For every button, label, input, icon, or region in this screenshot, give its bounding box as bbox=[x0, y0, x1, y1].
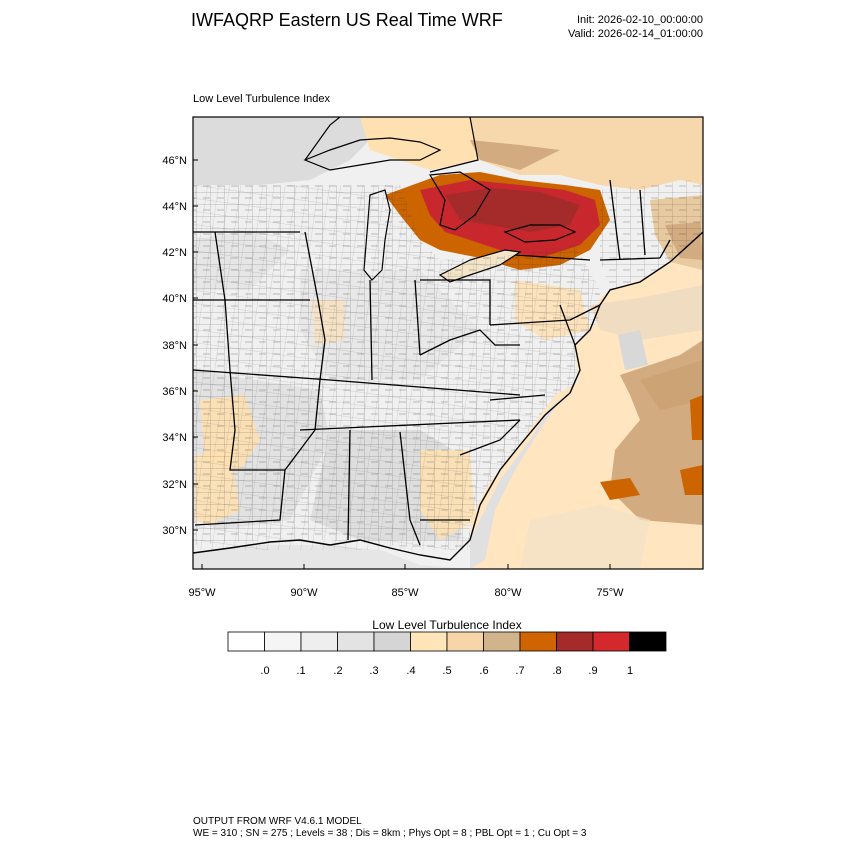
colorbar-label: .2 bbox=[333, 665, 342, 677]
colorbar-label: .0 bbox=[260, 665, 269, 677]
lat-label: 44°N bbox=[162, 201, 187, 213]
colorbar-box bbox=[373, 631, 411, 652]
footer-line-1: OUTPUT FROM WRF V4.6.1 MODEL bbox=[193, 816, 362, 827]
nearshore-gray bbox=[470, 382, 575, 569]
colorbar-label: .3 bbox=[369, 665, 378, 677]
footer-line-2: WE = 310 ; SN = 275 ; Levels = 38 ; Dis … bbox=[193, 828, 587, 839]
colorbar-box bbox=[556, 631, 594, 652]
valid-time: Valid: 2026-02-14_01:00:00 bbox=[568, 28, 703, 40]
colorbar-box bbox=[629, 631, 667, 652]
lat-label: 38°N bbox=[162, 340, 187, 352]
chart-title: IWFAQRP Eastern US Real Time WRF bbox=[191, 10, 503, 30]
colorbar-label: .5 bbox=[442, 665, 451, 677]
colorbar-label: 1 bbox=[627, 665, 633, 677]
lon-label: 95°W bbox=[188, 587, 216, 599]
colorbar-box bbox=[446, 631, 484, 652]
lat-label: 40°N bbox=[162, 293, 187, 305]
colorbar-label: .8 bbox=[552, 665, 561, 677]
colorbar-box bbox=[519, 631, 557, 652]
lake-huron bbox=[428, 171, 491, 231]
field-name: Low Level Turbulence Index bbox=[193, 93, 330, 105]
lon-label: 90°W bbox=[290, 587, 318, 599]
colorbar-label: .4 bbox=[406, 665, 415, 677]
lat-label: 36°N bbox=[162, 386, 187, 398]
map-frame bbox=[192, 116, 704, 570]
lake-superior bbox=[303, 137, 442, 171]
colorbar-box bbox=[483, 631, 521, 652]
gulf-area bbox=[193, 545, 470, 569]
colorbar-labels: .0 .1 .2 .3 .4 .5 .6 .7 .8 .9 1 bbox=[260, 665, 633, 677]
colorbar-label: .7 bbox=[515, 665, 524, 677]
map-field bbox=[193, 117, 703, 569]
coastline bbox=[193, 231, 703, 561]
colorbar-label: .1 bbox=[296, 665, 305, 677]
colorbar-box bbox=[227, 631, 265, 652]
colorbar-label: .6 bbox=[479, 665, 488, 677]
lat-axis: 46°N 44°N 42°N 40°N 38°N 36°N 34°N 32°N … bbox=[162, 155, 198, 537]
lat-label: 32°N bbox=[162, 479, 187, 491]
model-footer: OUTPUT FROM WRF V4.6.1 MODEL WE = 310 ; … bbox=[193, 816, 586, 840]
lon-axis: 95°W 90°W 85°W 80°W 75°W bbox=[188, 564, 624, 599]
colorbar bbox=[227, 631, 667, 652]
hotspot-dark bbox=[445, 188, 580, 232]
lat-label: 30°N bbox=[162, 525, 187, 537]
colorbar-box bbox=[592, 631, 630, 652]
init-time: Init: 2026-02-10_00:00:00 bbox=[577, 14, 703, 26]
colorbar-title: Low Level Turbulence Index bbox=[372, 618, 522, 632]
colorbar-label: .9 bbox=[588, 665, 597, 677]
lat-label: 42°N bbox=[162, 247, 187, 259]
time-info: Init: 2026-02-10_00:00:00 Valid: 2026-02… bbox=[568, 13, 703, 41]
lon-label: 75°W bbox=[596, 587, 624, 599]
lon-label: 85°W bbox=[391, 587, 419, 599]
state-borders bbox=[193, 179, 671, 546]
colorbar-box bbox=[264, 631, 302, 652]
lat-label: 34°N bbox=[162, 432, 187, 444]
lake-ontario bbox=[503, 224, 577, 243]
lat-label: 46°N bbox=[162, 155, 187, 167]
colorbar-box bbox=[300, 631, 338, 652]
lon-label: 80°W bbox=[494, 587, 522, 599]
colorbar-box bbox=[337, 631, 375, 652]
colorbar-box bbox=[410, 631, 448, 652]
